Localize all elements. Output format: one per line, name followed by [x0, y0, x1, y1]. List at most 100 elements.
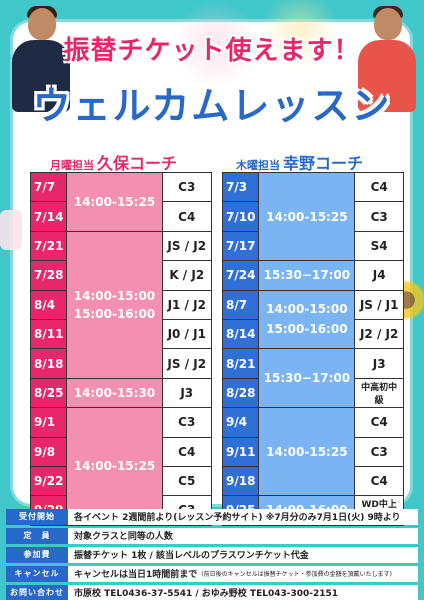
class-cell: J2 / J2: [354, 318, 404, 350]
time-cell: 15:30−17:00: [258, 260, 356, 291]
time-text: 15:00-16:00: [73, 306, 156, 321]
date-cell: 7/14: [29, 201, 68, 232]
class-cell: C3: [161, 171, 213, 203]
time-cell: 14:00-15:25: [258, 407, 356, 497]
class-cell: 中高初中級: [354, 377, 404, 409]
thursday-day-label: 木曜担当: [236, 159, 280, 172]
date-cell: 9/1: [29, 407, 68, 438]
date-cell: 8/14: [221, 318, 260, 350]
class-cell: JS / J1: [354, 289, 404, 320]
table-row: 8/4 J1 / J2: [29, 289, 213, 320]
page-title: ウェルカムレッスン: [32, 84, 392, 128]
thursday-coach-heading: 木曜担当 幸野コーチ: [236, 150, 364, 177]
thursday-schedule-table: 7/3 14:00-15:25 C4 7/10 C3 7/17 S4 7/24 15:30…: [221, 171, 404, 526]
firework-decoration: [170, 0, 260, 90]
info-label: 定 員: [6, 527, 68, 544]
table-row: 8/18 JS / J2: [29, 348, 213, 379]
date-cell: 7/10: [221, 201, 260, 232]
time-cell: 14:00-15:25: [258, 171, 356, 262]
class-cell: C3: [354, 436, 404, 467]
time-text: 15:00-16:00: [266, 322, 348, 337]
info-value: キャンセルは当日1時間前まで (前日後のキャンセルは振替チケット・参加費の金額を頂…: [68, 565, 418, 582]
monday-coach-heading: 月曜担当 久保コーチ: [50, 150, 178, 177]
table-row: 7/21 14:00-15:00 15:00-16:00 JS / J2: [29, 230, 213, 379]
info-row: キャンセル キャンセルは当日1時間前まで (前日後のキャンセルは振替チケット・参加費…: [6, 565, 418, 582]
table-row: 8/21 15:30−17:00 J3: [221, 348, 404, 409]
date-cell: 9/18: [221, 465, 260, 497]
info-value-text: 各イベント 2週間前より(レッスン予約サイト) ※7月分のみ7月1日(火) 9時…: [74, 513, 401, 523]
class-cell: J1 / J2: [161, 289, 213, 320]
table-row: 8/7 14:00-15:00 15:00-16:00 JS / J1: [221, 289, 404, 350]
info-value: 対象クラスと同等の人数: [68, 527, 418, 544]
contact-value[interactable]: 市原校 TEL0436-37-5541 / おゆみ野校 TEL043-300-2…: [68, 584, 418, 600]
monday-coach-name: 久保コーチ: [97, 154, 178, 173]
table-row: 9/11 C3: [221, 436, 404, 467]
class-cell: S4: [354, 230, 404, 262]
class-cell: C4: [354, 465, 404, 497]
info-section: 受付開始 各イベント 2週間前より(レッスン予約サイト) ※7月分のみ7月1日(火…: [6, 508, 418, 600]
table-row: 8/11 J0 / J1: [29, 318, 213, 350]
class-cell: J3: [161, 377, 213, 409]
class-cell: JS / J2: [161, 348, 213, 379]
info-value-text: キャンセルは当日1時間前まで: [74, 570, 198, 580]
time-cell: 14:00-15:25: [66, 407, 163, 526]
class-cell: K / J2: [161, 260, 213, 291]
info-label: 参加費: [6, 546, 68, 563]
date-cell: 8/25: [29, 377, 68, 409]
table-row: 9/22 C5: [29, 465, 213, 497]
date-cell: 7/21: [29, 230, 68, 262]
info-row: 受付開始 各イベント 2週間前より(レッスン予約サイト) ※7月分のみ7月1日(火…: [6, 508, 418, 525]
table-row: 7/24 15:30−17:00 J4: [221, 260, 404, 291]
class-cell: J3: [354, 348, 404, 379]
class-cell: C4: [354, 171, 404, 203]
class-cell: C3: [161, 407, 213, 438]
table-row: 9/8 C4: [29, 436, 213, 467]
date-cell: 7/3: [221, 171, 260, 203]
date-cell: 8/18: [29, 348, 68, 379]
info-note: (前日後のキャンセルは振替チケット・参加費の金額を頂戴いたします): [201, 571, 392, 578]
class-cell: J4: [354, 260, 404, 291]
time-text: 14:00-15:00: [266, 302, 348, 317]
date-cell: 8/21: [221, 348, 260, 379]
time-cell: 14:00-15:00 15:00-16:00: [66, 230, 163, 379]
date-cell: 7/24: [221, 260, 260, 291]
info-label: キャンセル: [6, 565, 68, 582]
time-text: 14:00-15:00: [73, 288, 156, 303]
thursday-coach-name: 幸野コーチ: [283, 154, 364, 173]
class-cell: C4: [161, 436, 213, 467]
date-cell: 9/4: [221, 407, 260, 438]
table-row: 7/7 14:00-15:25 C3: [29, 171, 213, 232]
table-row: 9/1 14:00-15:25 C3: [29, 407, 213, 526]
date-cell: 7/7: [29, 171, 68, 203]
info-row: 定 員対象クラスと同等の人数: [6, 527, 418, 544]
date-cell: 9/11: [221, 436, 260, 467]
table-row: 7/3 14:00-15:25 C4: [221, 171, 404, 262]
date-cell: 9/22: [29, 465, 68, 497]
class-cell: C3: [354, 201, 404, 232]
class-cell: C4: [161, 201, 213, 232]
date-cell: 8/11: [29, 318, 68, 350]
table-row: 8/25 14:00-15:30 J3: [29, 377, 213, 409]
info-value-text: 振替チケット 1枚 / 該当レベルのプラスワンチケット代金: [74, 551, 309, 561]
monday-day-label: 月曜担当: [50, 159, 94, 172]
table-row: 8/14 J2 / J2: [221, 318, 404, 350]
info-label: お問い合わせ: [6, 584, 68, 600]
time-cell: 14:00-15:25: [66, 172, 163, 232]
firework-decoration: [260, 0, 340, 70]
info-value: 振替チケット 1枚 / 該当レベルのプラスワンチケット代金: [68, 546, 418, 563]
table-row: 9/4 14:00-15:25 C4: [221, 407, 404, 497]
table-row: 7/28 K / J2: [29, 260, 213, 291]
date-cell: 8/4: [29, 289, 68, 320]
class-cell: C5: [161, 465, 213, 497]
coach-photo-left: [10, 4, 72, 112]
table-row: 7/10 C3: [221, 201, 404, 232]
time-cell: 15:30−17:00: [258, 348, 356, 409]
info-value: 各イベント 2週間前より(レッスン予約サイト) ※7月分のみ7月1日(火) 9時…: [68, 508, 418, 525]
cake-decoration: [0, 210, 22, 250]
class-cell: JS / J2: [161, 230, 213, 262]
table-row: 7/14 C4: [29, 201, 213, 232]
class-cell: C4: [354, 407, 404, 438]
date-cell: 8/28: [221, 377, 260, 409]
time-cell: 14:00-15:30: [66, 377, 163, 409]
